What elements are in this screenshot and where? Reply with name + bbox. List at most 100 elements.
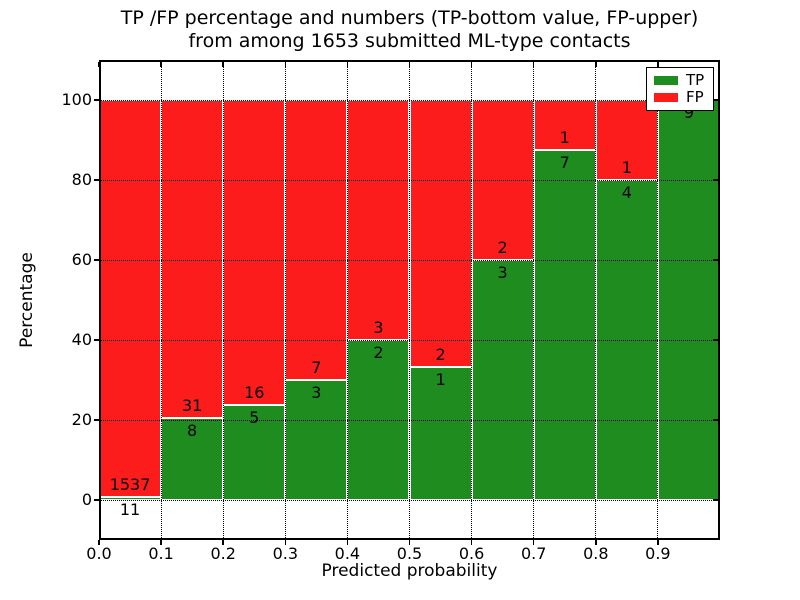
y-axis-label: Percentage [17,252,37,348]
y-tick-right [713,339,718,341]
bar-label-tp: 4 [621,183,632,202]
x-tick-top [98,62,100,67]
bar-label-tp: 3 [497,263,508,282]
y-tick [94,99,99,101]
bar-segment-fp [285,100,348,380]
bar-segment-fp [409,100,472,367]
bar-segment-fp [533,100,596,150]
y-tick-label: 0 [81,490,92,509]
legend-label-fp: FP [686,88,704,107]
bar-segment-tp [161,417,224,500]
bar-segment-tp [471,260,534,500]
bar-label-tp: 9 [683,103,695,122]
plot-frame [99,60,720,540]
x-tick [346,540,349,545]
x-tick-label: 0.3 [272,544,299,563]
legend-label-tp: TP [686,70,705,89]
x-tick-top [657,62,659,67]
x-tick-top [470,62,473,67]
bar-segment-tp [223,404,286,500]
x-tick-top [284,62,287,67]
y-tick-right [713,499,718,501]
y-tick [94,419,99,421]
gridline-vertical [533,60,535,540]
bar-label-tp: 8 [187,420,198,440]
gridline-vertical [284,60,286,540]
x-tick [222,540,224,545]
x-tick [532,540,535,545]
bar-segment-tp [285,380,348,500]
x-tick-label: 0.5 [396,544,423,563]
x-tick-top [532,62,535,67]
bar-segment-fp [161,100,224,418]
y-tick [94,179,99,181]
gridline-vertical [595,60,597,540]
gridline-vertical [346,60,348,540]
y-tick-label: 60 [71,250,92,269]
x-tick [408,540,411,545]
x-axis-label: Predicted probability [321,561,498,581]
bar-label-fp: 2 [435,344,446,364]
chart-title-line2: from among 1653 submitted ML-type contac… [188,30,631,52]
bar-label-tp: 11 [119,500,141,520]
legend-swatch-tp [654,75,678,85]
gridline-vertical [409,60,410,540]
y-tick [94,499,99,501]
y-tick-label: 80 [71,170,92,189]
gridline-vertical [160,60,162,540]
bar-label-fp: 1 [621,158,632,177]
bar-label-fp: 1 [559,128,570,147]
bar-label-fp: 7 [311,358,322,377]
y-tick [94,339,99,341]
bar-label-fp: 2 [497,238,508,257]
bar-label-tp: 7 [559,153,570,172]
bar-label-fp: 1537 [109,475,151,495]
x-tick [160,540,162,545]
bar-segment-tp [657,100,720,500]
bar-label-tp: 3 [311,383,322,402]
x-tick-top [346,62,349,67]
y-tick-label: 20 [71,410,92,429]
y-tick-label: 100 [61,90,92,109]
gridline-vertical [657,60,659,540]
x-tick-top [160,62,162,67]
y-tick-right [713,259,718,261]
bar-label-tp: 2 [373,343,384,362]
x-tick-top [222,62,224,67]
x-tick [657,540,659,545]
y-tick [94,259,99,261]
y-tick-right [713,99,718,101]
chart-title-line1: TP /FP percentage and numbers (TP-bottom… [120,7,699,29]
x-tick-label: 0.6 [458,544,485,563]
y-tick-right [713,419,718,421]
x-tick-label: 0.8 [583,544,609,563]
bar-label-fp: 16 [244,382,265,402]
legend: TP FP [646,67,714,111]
legend-item-tp: TP [654,70,706,89]
bar-label-fp: 3 [373,318,384,337]
y-tick-right [713,179,718,181]
bar-segment-tp [533,150,596,500]
y-tick-label: 40 [71,330,92,349]
bar-segment-tp [409,366,472,500]
x-tick-label: 0.9 [645,544,671,563]
bar-label-fp: 31 [181,395,203,415]
bar-segment-fp [347,100,410,340]
x-tick [284,540,287,545]
x-tick-label: 0.0 [86,544,112,563]
x-tick [595,540,597,545]
bar-segment-fp [223,100,286,405]
gridline-vertical [222,60,224,540]
bar-segment-fp [99,100,162,498]
x-tick [470,540,473,545]
legend-swatch-fp [654,93,678,103]
gridline-vertical [471,60,473,540]
chart-title: TP /FP percentage and numbers (TP-bottom… [99,7,720,53]
bar-label-tp: 1 [435,369,446,389]
legend-item-fp: FP [654,90,706,105]
bar-label-tp: 5 [249,407,260,427]
x-tick-top [408,62,411,67]
bar-segment-fp [595,100,658,180]
x-tick-label: 0.1 [148,544,174,563]
